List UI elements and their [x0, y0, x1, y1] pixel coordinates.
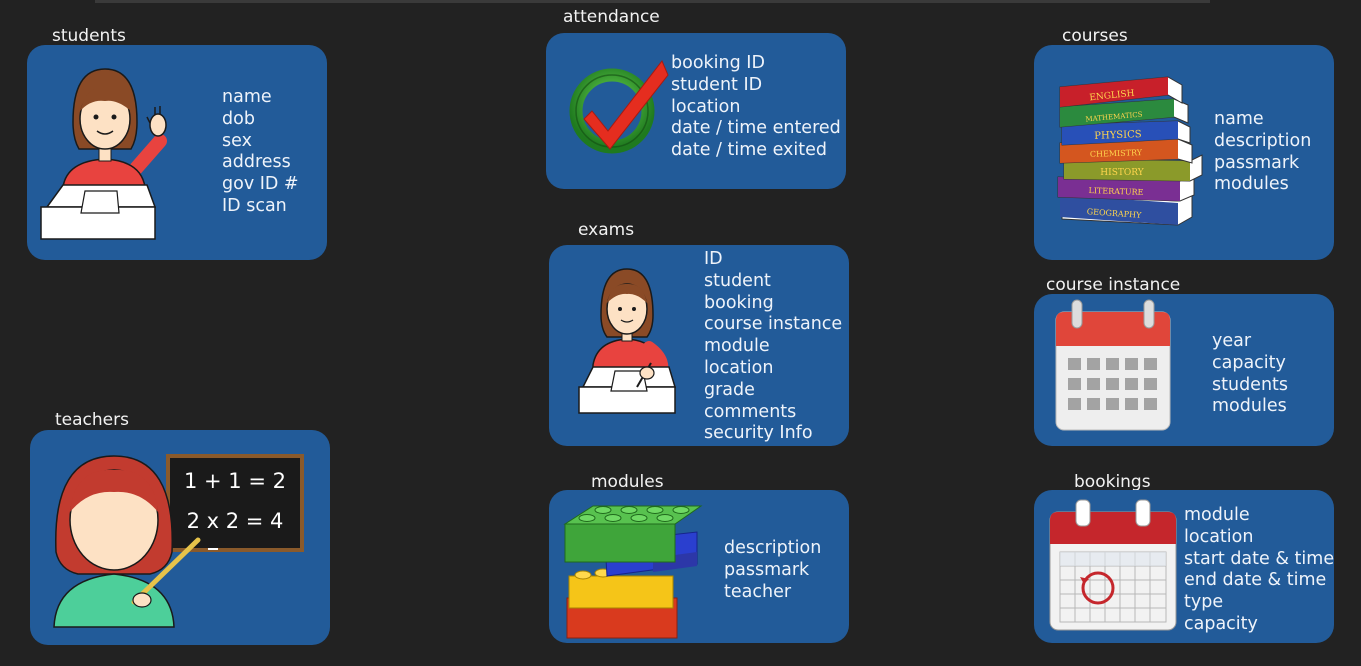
field-item: modules [1214, 174, 1289, 195]
students-field-list: name dob sex address gov ID # ID scan [222, 87, 299, 218]
field-item: teacher [724, 581, 792, 602]
field-item: date / time entered [671, 118, 841, 139]
course-instance-card: year capacity students modules [1034, 294, 1334, 446]
teacher-chalkboard-icon: 1 + 1 = 2 2 x 2 = 4 [53, 454, 304, 628]
field-item: ID scan [222, 195, 287, 216]
field-item: name [1214, 109, 1264, 129]
exams-title: exams [578, 220, 635, 240]
field-item: date / time exited [671, 140, 827, 161]
field-item: dob [222, 108, 255, 129]
field-item: address [222, 152, 291, 173]
attendance-title: attendance [563, 7, 660, 27]
bookings-card: module location start date & time end da… [1034, 490, 1334, 643]
book-stack-icon: GEOGRAPHY LITERATURE HISTORY CHEMISTRY P… [1057, 76, 1203, 226]
field-item: capacity [1184, 613, 1258, 634]
courses-card: GEOGRAPHY LITERATURE HISTORY CHEMISTRY P… [1034, 45, 1334, 260]
modules-field-list: description passmark teacher [724, 538, 821, 603]
book-label: LITERATURE [1088, 186, 1143, 197]
field-item: sex [222, 130, 252, 151]
book-label: PHYSICS [1094, 129, 1142, 142]
courses-field-list: name description passmark modules [1214, 109, 1311, 196]
attendance-field-list: booking ID student ID location date / ti… [671, 53, 841, 162]
building-blocks-icon [563, 505, 703, 639]
field-item: description [724, 538, 822, 558]
bookings-field-list: module location start date & time end da… [1184, 505, 1334, 636]
field-item: comments [704, 401, 797, 422]
courses-title: courses [1062, 26, 1128, 46]
board-line-1: 1 + 1 = 2 [184, 469, 286, 493]
book-label: HISTORY [1100, 168, 1144, 178]
field-item: location [671, 96, 741, 117]
field-item: booking [704, 292, 774, 313]
student-writing-exam-icon [578, 268, 677, 414]
field-item: end date & time [1184, 570, 1327, 591]
field-item: security Info [704, 423, 813, 444]
top-edge-bar [95, 0, 1210, 3]
modules-title: modules [591, 472, 664, 492]
students-card: name dob sex address gov ID # ID scan [27, 45, 327, 260]
book-label: GEOGRAPHY [1086, 207, 1142, 220]
course-instance-title: course instance [1046, 275, 1181, 295]
field-item: location [704, 357, 774, 378]
students-title: students [52, 26, 126, 46]
field-item: modules [1212, 396, 1287, 417]
field-item: start date & time [1184, 548, 1335, 569]
field-item: description [1214, 130, 1312, 151]
field-item: course instance [704, 314, 843, 335]
exams-field-list: ID student booking course instance modul… [704, 249, 842, 445]
field-item: location [1184, 526, 1254, 547]
field-item: module [704, 336, 770, 357]
modules-card: description passmark teacher [549, 490, 849, 643]
teachers-title: teachers [55, 410, 129, 430]
field-item: ID [704, 249, 723, 269]
book-label: ENGLISH [1089, 89, 1135, 104]
field-item: passmark [1214, 152, 1300, 173]
field-item: year [1212, 331, 1252, 351]
calendar-icon [1055, 299, 1171, 431]
field-item: student [704, 270, 771, 291]
field-item: booking ID [671, 53, 765, 73]
field-item: grade [704, 379, 755, 400]
field-item: module [1184, 505, 1250, 525]
book-label: CHEMISTRY [1090, 148, 1143, 159]
field-item: capacity [1212, 352, 1286, 373]
field-item: students [1212, 374, 1289, 395]
field-item: student ID [671, 74, 763, 95]
attendance-card: booking ID student ID location date / ti… [546, 33, 846, 189]
field-item: gov ID # [222, 174, 299, 195]
field-item: type [1184, 592, 1224, 613]
field-item: passmark [724, 559, 810, 580]
check-mark-icon [569, 60, 669, 154]
student-raising-hand-icon [40, 68, 167, 240]
course-instance-field-list: year capacity students modules [1212, 331, 1288, 418]
bookings-title: bookings [1074, 472, 1151, 492]
calendar-booking-icon [1049, 499, 1177, 631]
field-item: name [222, 87, 272, 107]
teachers-card: 1 + 1 = 2 2 x 2 = 4 [30, 430, 330, 645]
exams-card: ID student booking course instance modul… [549, 245, 849, 446]
board-line-2: 2 x 2 = 4 [187, 509, 284, 533]
